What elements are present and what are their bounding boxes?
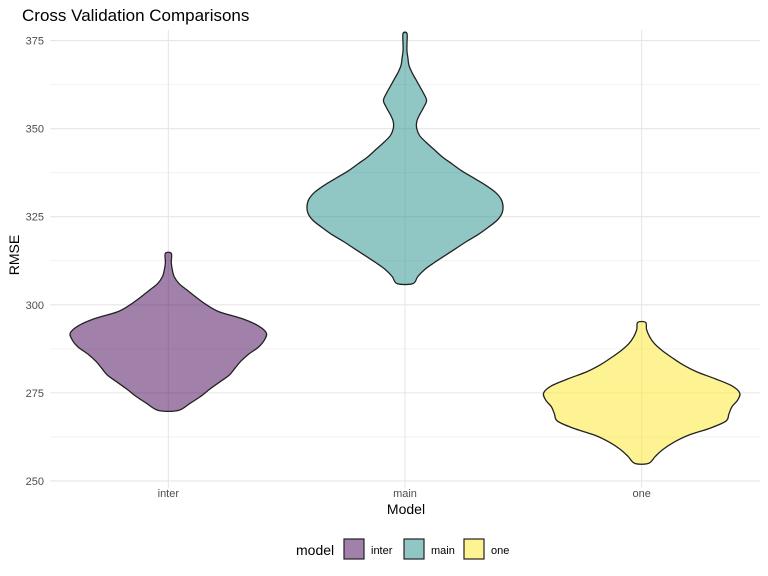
y-tick-label: 275 bbox=[26, 388, 44, 400]
x-axis-title: Model bbox=[387, 501, 425, 517]
x-tick-label: inter bbox=[158, 488, 180, 500]
y-tick-label: 350 bbox=[26, 124, 44, 136]
x-tick-label: one bbox=[632, 488, 650, 500]
violin-inter bbox=[69, 251, 268, 413]
y-tick-label: 375 bbox=[26, 36, 44, 48]
y-axis-title: RMSE bbox=[6, 235, 22, 275]
legend-label-main: main bbox=[431, 545, 455, 557]
legend-title: model bbox=[296, 542, 334, 558]
legend-key-one bbox=[463, 538, 485, 560]
x-axis-ticks: inter main one bbox=[158, 488, 651, 500]
violin-main bbox=[306, 31, 504, 286]
legend-label-one: one bbox=[491, 545, 509, 557]
x-tick-label: main bbox=[393, 488, 417, 500]
chart-title: Cross Validation Comparisons bbox=[22, 6, 249, 25]
violin-one bbox=[542, 320, 741, 465]
legend-key-main bbox=[403, 538, 425, 560]
y-axis-ticks: 250 275 300 325 350 375 bbox=[26, 36, 44, 488]
y-tick-label: 325 bbox=[26, 212, 44, 224]
legend-key-inter bbox=[343, 538, 365, 560]
legend-label-inter: inter bbox=[371, 545, 393, 557]
legend: model inter main one bbox=[296, 538, 509, 560]
y-tick-label: 300 bbox=[26, 300, 44, 312]
y-tick-label: 250 bbox=[26, 476, 44, 488]
violins bbox=[69, 31, 741, 465]
